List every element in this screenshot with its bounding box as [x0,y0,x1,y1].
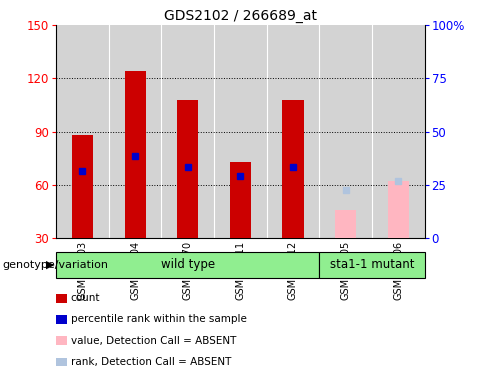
Bar [319,25,372,238]
Bar [109,25,162,238]
Title: GDS2102 / 266689_at: GDS2102 / 266689_at [164,8,317,23]
Bar [388,181,409,238]
Text: rank, Detection Call = ABSENT: rank, Detection Call = ABSENT [71,357,231,367]
Text: count: count [71,293,100,303]
Bar [177,99,198,238]
Text: genotype/variation: genotype/variation [2,260,108,270]
Bar [335,210,356,238]
Bar [162,25,214,238]
Text: ▶: ▶ [46,260,55,270]
Bar [266,25,319,238]
Text: wild type: wild type [161,258,215,271]
Bar [56,25,109,238]
Text: sta1-1 mutant: sta1-1 mutant [330,258,414,271]
Bar [230,162,251,238]
Bar [214,25,266,238]
Text: percentile rank within the sample: percentile rank within the sample [71,314,246,324]
Bar [124,71,145,238]
Text: value, Detection Call = ABSENT: value, Detection Call = ABSENT [71,336,236,346]
Bar [72,135,93,238]
Bar [283,99,304,238]
Bar [372,25,425,238]
